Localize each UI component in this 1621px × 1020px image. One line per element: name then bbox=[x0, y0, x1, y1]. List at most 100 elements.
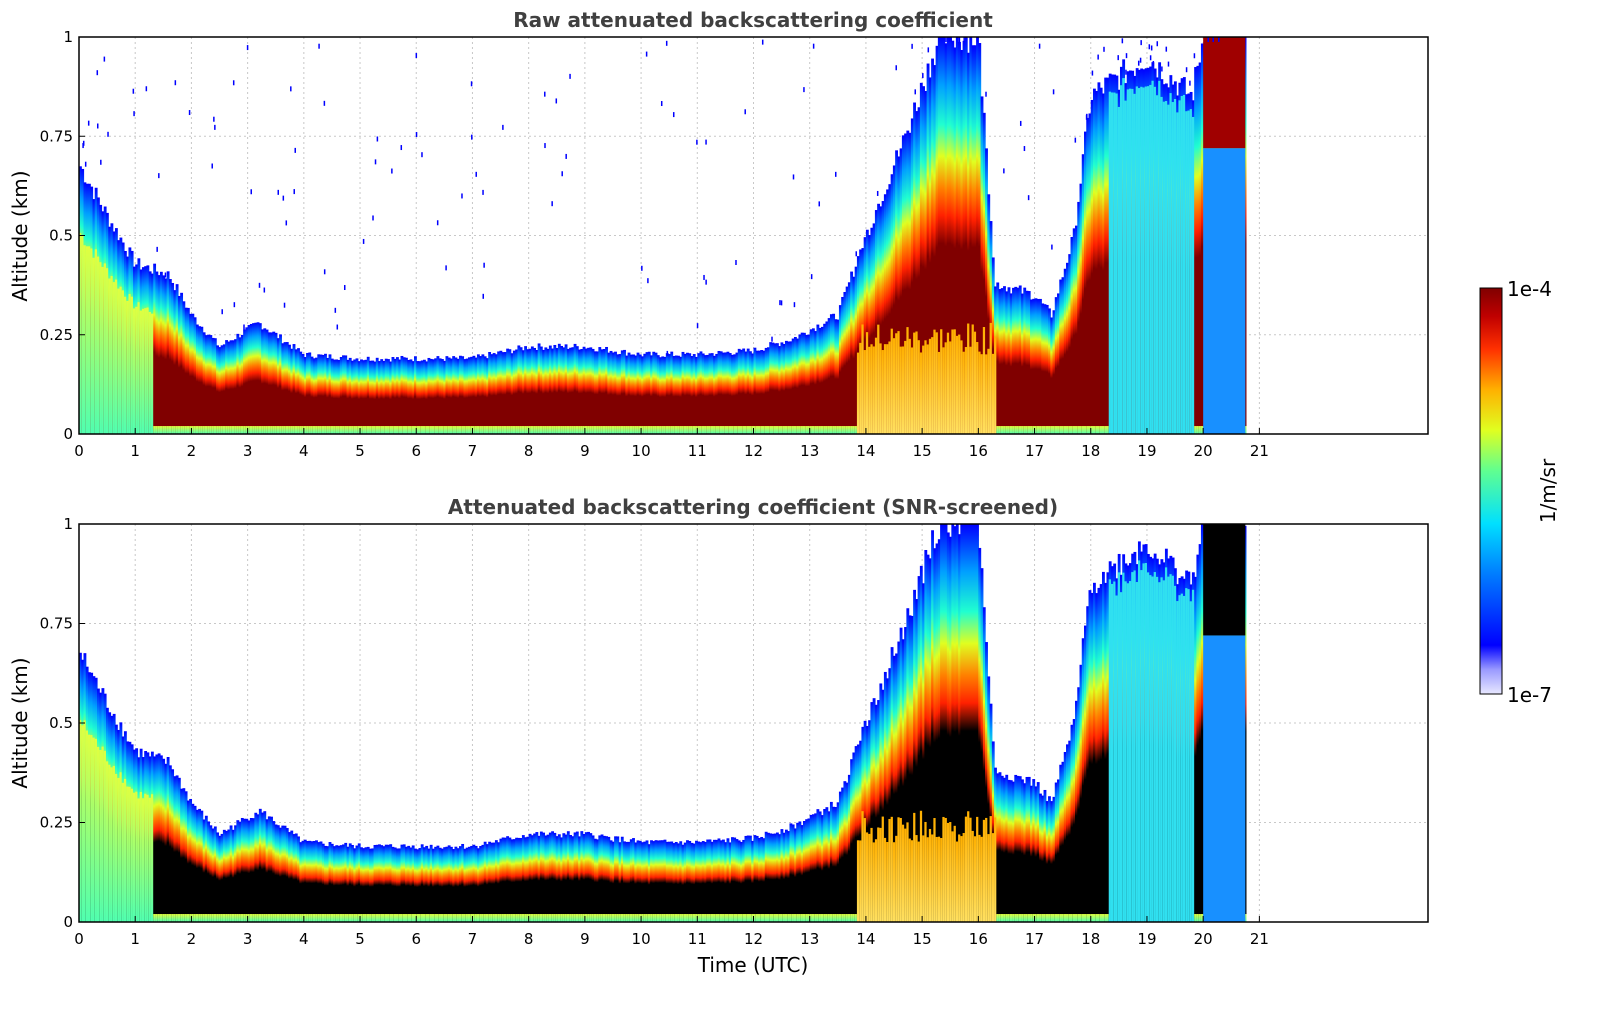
heatmap-column bbox=[784, 829, 788, 922]
heatmap-surface-cell bbox=[416, 914, 420, 922]
heatmap-column bbox=[283, 342, 287, 434]
heatmap-surface-cell bbox=[465, 426, 469, 434]
heatmap-surface-cell bbox=[955, 335, 959, 434]
heatmap-column bbox=[809, 814, 813, 922]
heatmap-column bbox=[553, 344, 557, 434]
heatmap-surface-cell bbox=[886, 344, 889, 434]
heatmap-surface-cell bbox=[679, 914, 683, 922]
heatmap-column bbox=[1081, 154, 1085, 434]
noise-pixel bbox=[133, 111, 135, 117]
heatmap-surface-cell bbox=[103, 750, 107, 922]
noise-pixel bbox=[705, 279, 707, 285]
heatmap-column bbox=[238, 337, 242, 434]
heatmap-surface-cell bbox=[213, 426, 217, 434]
heatmap-surface-cell bbox=[665, 426, 669, 434]
heatmap-column bbox=[315, 357, 318, 434]
heatmap-surface-cell bbox=[757, 426, 761, 434]
heatmap-surface-cell bbox=[1182, 595, 1186, 922]
heatmap-column bbox=[818, 811, 822, 922]
colorbar-units-label: 1/m/sr bbox=[1536, 458, 1560, 523]
heatmap-column bbox=[1075, 700, 1078, 922]
heatmap-column bbox=[611, 352, 615, 434]
heatmap-surface-cell bbox=[94, 738, 98, 922]
heatmap-surface-cell bbox=[665, 914, 669, 922]
heatmap-column bbox=[465, 847, 469, 922]
heatmap-column bbox=[897, 156, 901, 434]
heatmap-surface-cell bbox=[1009, 426, 1013, 434]
heatmap-column bbox=[506, 348, 510, 434]
heatmap-column bbox=[198, 326, 202, 434]
heatmap-column bbox=[980, 96, 984, 434]
heatmap-surface-cell bbox=[1187, 589, 1191, 922]
heatmap-column bbox=[627, 841, 631, 922]
heatmap-column bbox=[632, 838, 635, 922]
heatmap-column bbox=[708, 839, 712, 922]
heatmap-surface-cell bbox=[735, 914, 739, 922]
y-tick-label: 0.75 bbox=[40, 615, 73, 633]
heatmap-surface-cell bbox=[1117, 106, 1121, 434]
heatmap-surface-cell bbox=[418, 426, 422, 434]
heatmap-column bbox=[1084, 131, 1087, 434]
heatmap-column bbox=[452, 356, 456, 434]
heatmap-column bbox=[1000, 288, 1004, 434]
heatmap-surface-cell bbox=[308, 426, 312, 434]
heatmap-column bbox=[764, 831, 768, 922]
heatmap-surface-cell bbox=[949, 341, 952, 434]
heatmap-column bbox=[204, 335, 208, 434]
heatmap-surface-cell bbox=[645, 914, 649, 922]
heatmap-surface-cell bbox=[449, 914, 453, 922]
heatmap-surface-cell bbox=[715, 914, 719, 922]
heatmap-column bbox=[834, 807, 838, 922]
heatmap-column bbox=[944, 524, 948, 922]
heatmap-column bbox=[539, 831, 543, 922]
heatmap-surface-cell bbox=[834, 914, 838, 922]
heatmap-surface-cell bbox=[1068, 914, 1072, 922]
heatmap-column bbox=[931, 530, 934, 922]
heatmap-column bbox=[360, 847, 363, 922]
heatmap-column bbox=[809, 329, 813, 434]
heatmap-surface-cell bbox=[1000, 426, 1004, 434]
heatmap-surface-cell bbox=[546, 426, 550, 434]
heatmap-column bbox=[589, 347, 593, 434]
heatmap-column bbox=[865, 229, 869, 434]
heatmap-surface-cell bbox=[766, 426, 770, 434]
heatmap-column bbox=[274, 332, 278, 434]
heatmap-surface-cell bbox=[283, 914, 287, 922]
heatmap-surface-cell bbox=[888, 818, 892, 922]
heatmap-column bbox=[292, 834, 296, 922]
heatmap-column bbox=[346, 359, 350, 434]
heatmap-column bbox=[330, 358, 334, 434]
heatmap-column bbox=[564, 834, 568, 922]
heatmap-surface-cell bbox=[762, 914, 766, 922]
heatmap-column bbox=[243, 329, 246, 434]
heatmap-surface-cell bbox=[1045, 914, 1049, 922]
heatmap-surface-cell bbox=[996, 426, 1000, 434]
heatmap-surface-cell bbox=[578, 914, 581, 922]
heatmap-column bbox=[845, 286, 849, 434]
heatmap-column bbox=[1027, 291, 1031, 434]
heatmap-surface-cell bbox=[1025, 914, 1029, 922]
heatmap-surface-cell bbox=[625, 426, 629, 434]
heatmap-surface-cell bbox=[1016, 914, 1020, 922]
heatmap-surface-cell bbox=[944, 342, 948, 434]
heatmap-surface-cell bbox=[820, 426, 824, 434]
noise-pixel bbox=[461, 193, 463, 199]
heatmap-column bbox=[701, 841, 705, 922]
heatmap-surface-cell bbox=[261, 914, 264, 922]
heatmap-column bbox=[1106, 77, 1110, 434]
heatmap-surface-cell bbox=[1052, 914, 1056, 922]
heatmap-column bbox=[1088, 113, 1092, 434]
heatmap-column bbox=[827, 318, 831, 434]
heatmap-surface-cell bbox=[512, 914, 516, 922]
heatmap-surface-cell bbox=[483, 914, 487, 922]
heatmap-surface-cell bbox=[1128, 581, 1132, 922]
heatmap-column bbox=[688, 353, 692, 434]
heatmap-column bbox=[470, 356, 474, 434]
heatmap-column bbox=[193, 805, 197, 922]
heatmap-surface-cell bbox=[353, 426, 357, 434]
heatmap-surface-cell bbox=[519, 426, 523, 434]
heatmap-column bbox=[1075, 225, 1078, 434]
heatmap-column bbox=[731, 837, 734, 922]
heatmap-column bbox=[1200, 43, 1204, 434]
heatmap-column bbox=[369, 360, 372, 434]
